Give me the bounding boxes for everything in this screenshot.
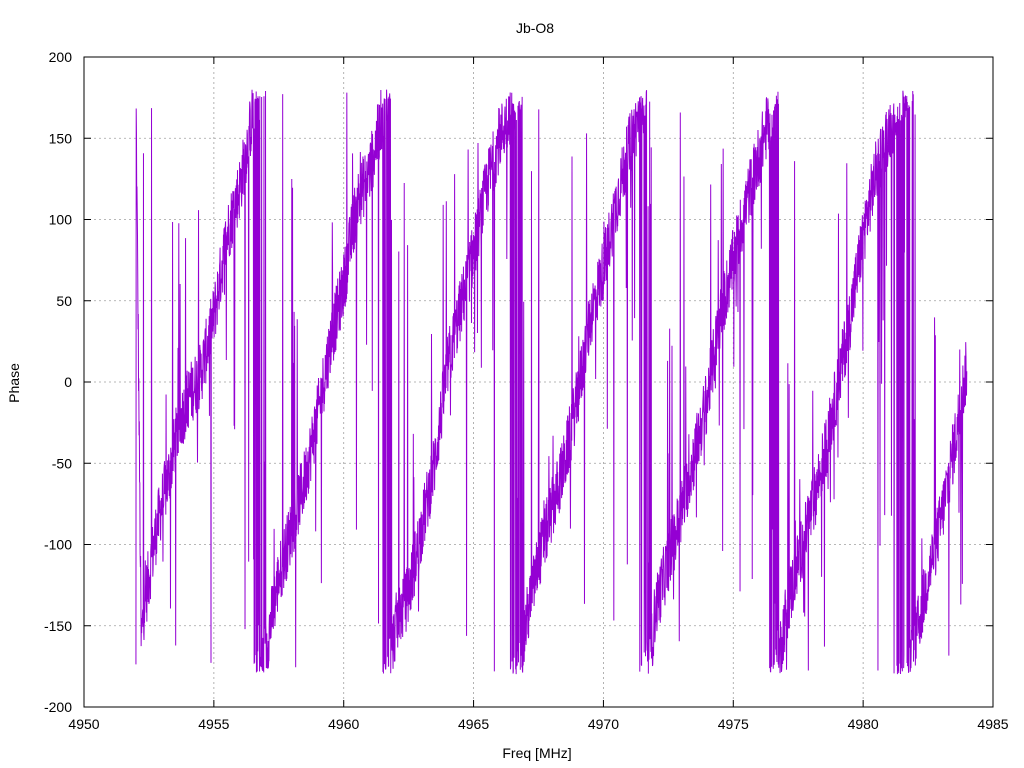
x-tick-labels: 4950 4955 4960 4965 4970 4975 4980 4985 [68,716,1008,732]
y-tick-label: -50 [52,455,72,471]
series-group [135,89,968,675]
y-tick-label: -100 [44,537,72,553]
grid-lines [84,57,993,707]
y-tick-labels: -200 -150 -100 -50 0 50 100 150 200 [44,49,72,715]
phase-series-line [135,89,968,675]
y-tick-label: 0 [64,374,72,390]
y-tick-label: 150 [49,130,73,146]
y-tick-label: -150 [44,618,72,634]
y-tick-label: 50 [56,293,72,309]
y-tick-label: -200 [44,699,72,715]
x-tick-label: 4970 [588,716,619,732]
y-axis-label: Phase [6,363,22,403]
plot-frame [83,56,994,708]
x-tick-label: 4985 [977,716,1008,732]
y-tick-label: 200 [49,49,73,65]
x-tick-label: 4955 [198,716,229,732]
x-tick-label: 4965 [458,716,489,732]
x-tick-label: 4975 [718,716,749,732]
x-tick-label: 4950 [68,716,99,732]
x-tick-label: 4960 [328,716,359,732]
x-axis-label: Freq [MHz] [502,745,571,761]
chart-title: Jb-O8 [516,20,554,36]
y-tick-label: 100 [49,212,73,228]
x-tick-label: 4980 [848,716,879,732]
